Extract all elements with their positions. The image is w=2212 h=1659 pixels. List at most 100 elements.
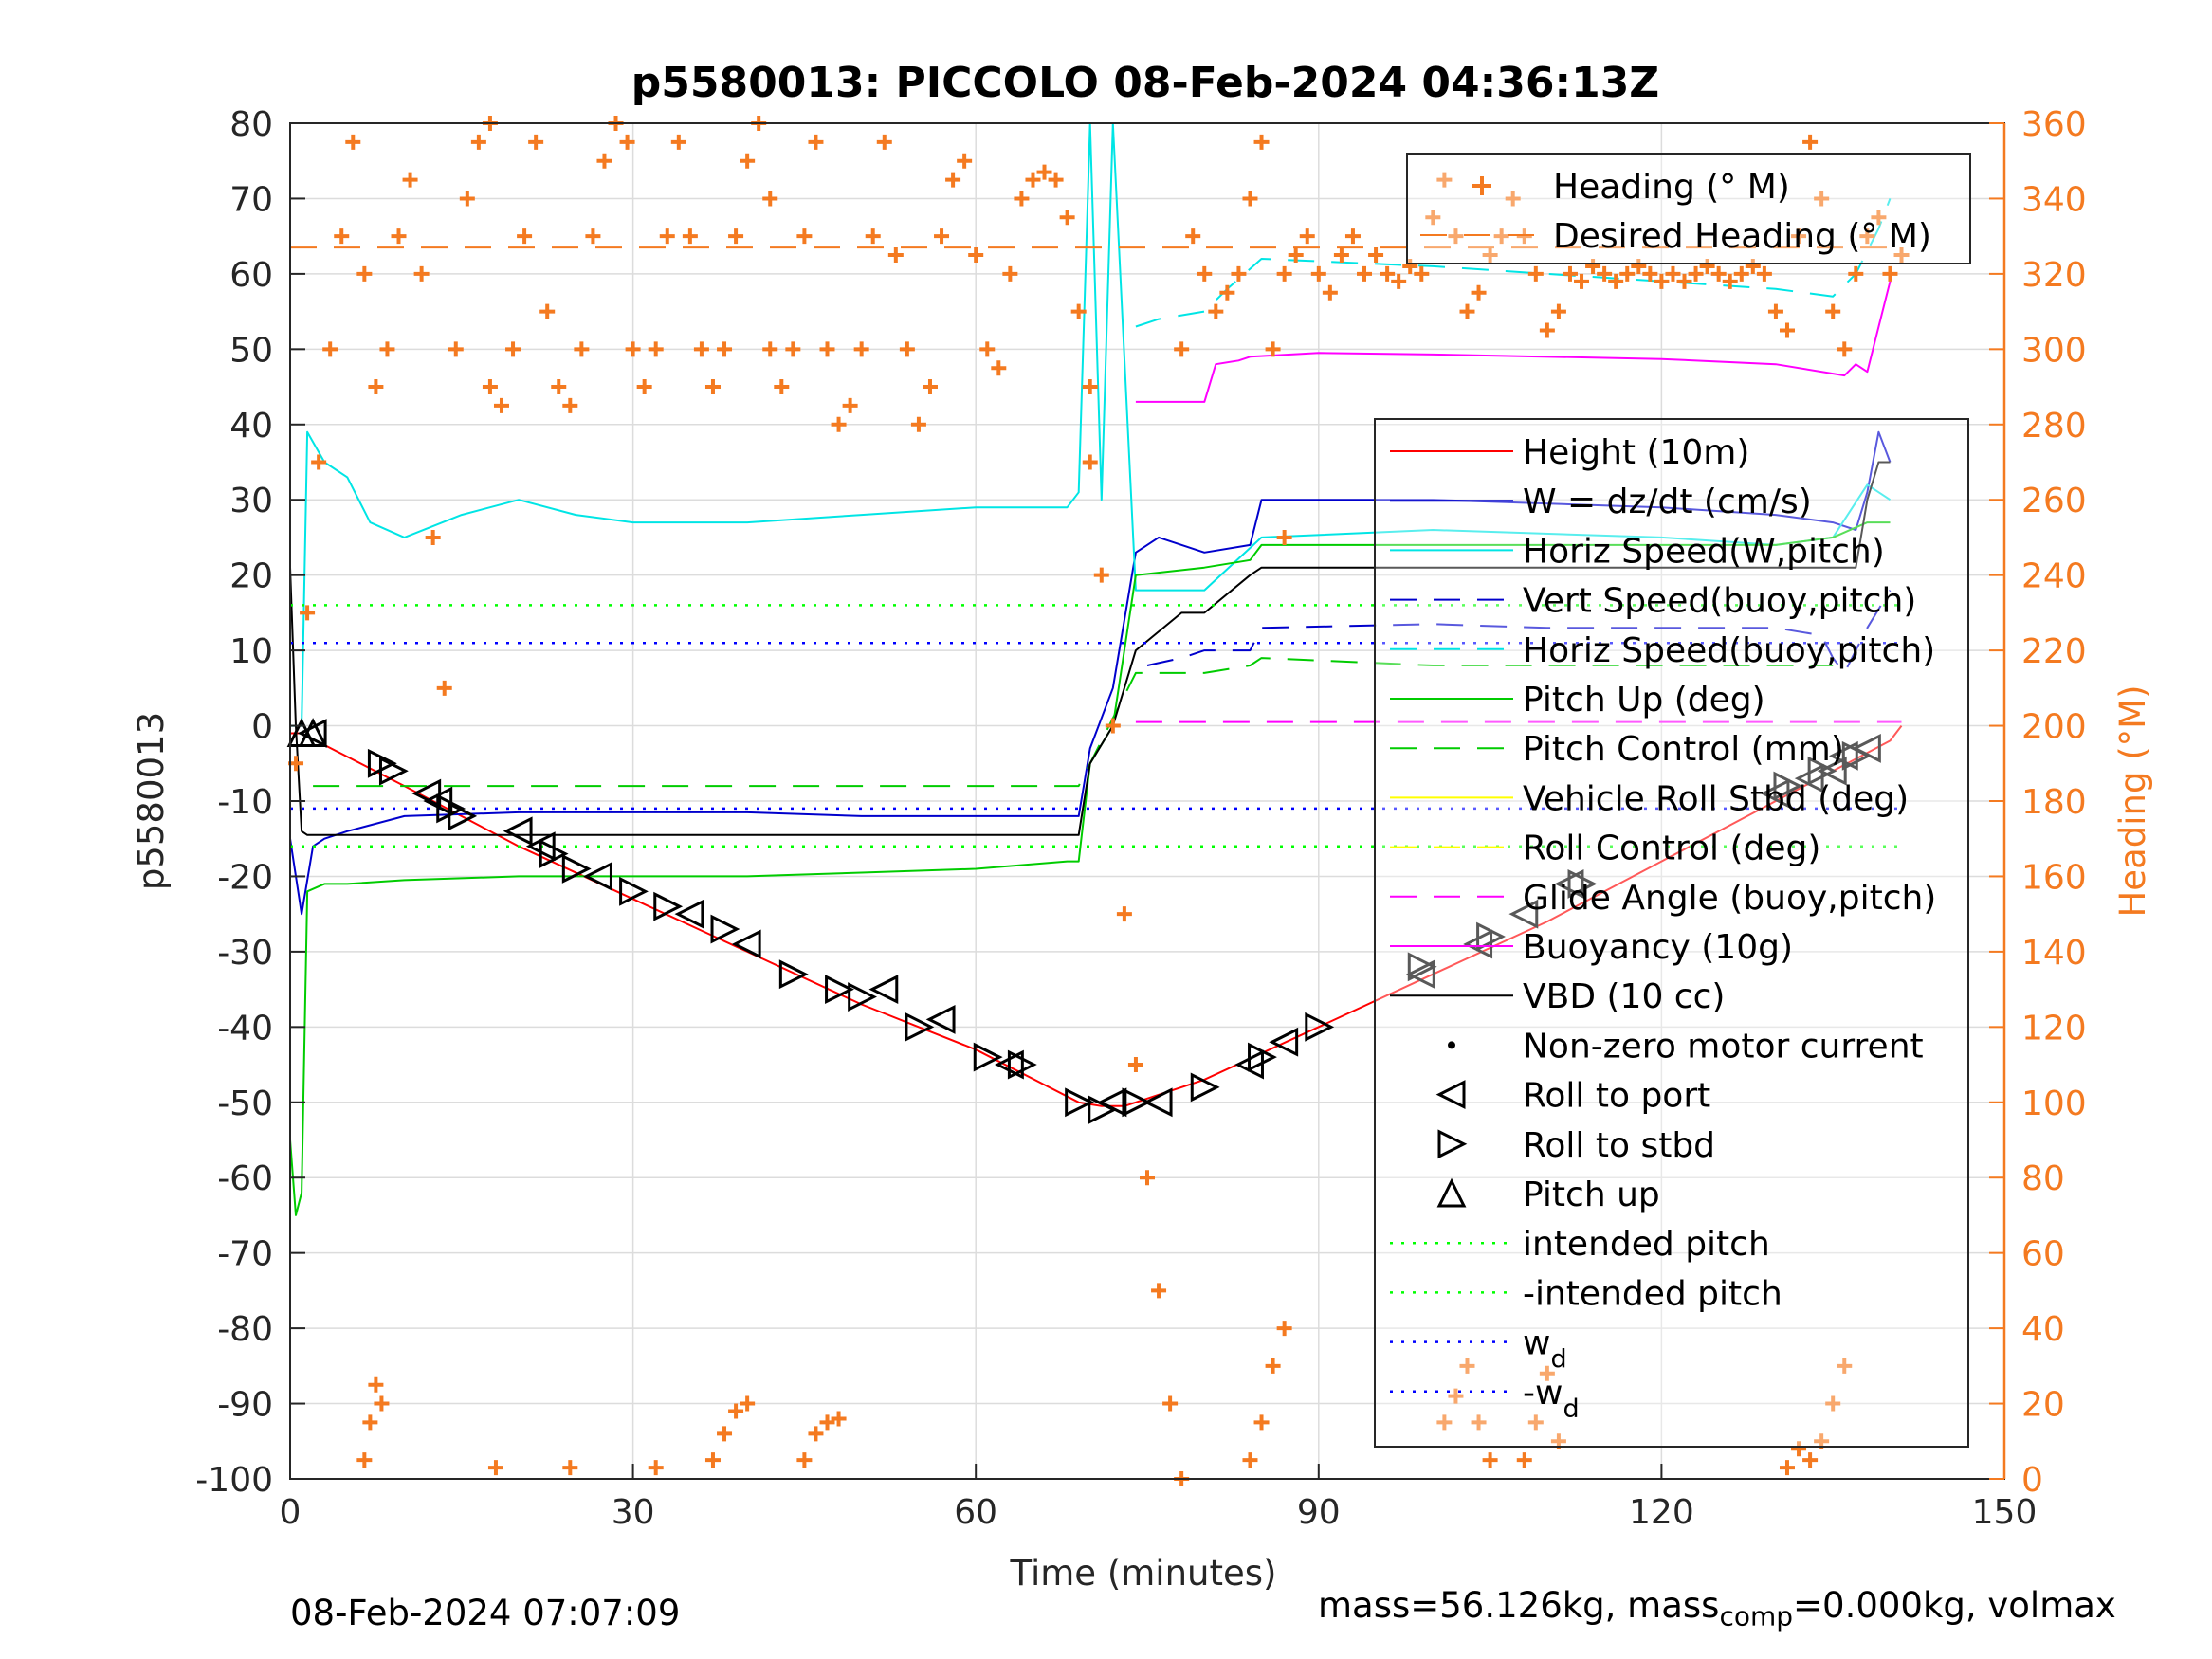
heading-point-3-12 [899,341,915,357]
legend-main-label-text-0: Height (10m) [1523,433,1749,472]
grid [289,122,2005,1480]
roll-stbd-marker-14 [1007,1049,1037,1080]
heading-point-3-10 [876,134,892,150]
heading-point-11-3 [1276,1321,1292,1337]
heading-point-3-5 [819,341,835,357]
roll-stbd-marker-24 [1773,771,1803,801]
heading-point-2-2 [648,341,664,357]
heading-point-3-1 [774,379,790,395]
heading-point-6-27 [1585,258,1601,274]
y-axis-label-left: p5580013 [131,712,172,890]
legend-main-label-text-15: Pitch up [1523,1176,1660,1214]
heading-point-6-52 [1871,210,1887,226]
legend-main-label-text-9: Glide Angle (buoy,pitch) [1523,879,1936,918]
footer-timestamp: 08-Feb-2024 07:07:09 [290,1593,681,1633]
heading-point-6-45 [1791,228,1807,245]
heading-point-2-6 [693,341,709,357]
legend-main-label-4: Horiz Speed(buoy,pitch) [1523,631,1935,670]
series-line-6 [313,657,1834,788]
heading-point-6-49 [1837,341,1853,357]
heading-point-0-16 [470,134,486,150]
y-left-tick-label-9: -10 [217,783,273,822]
heading-point-3-16 [945,172,961,188]
heading-point-9-2 [728,1403,744,1419]
roll-stbd-marker-4 [539,839,569,869]
heading-point-2-5 [682,228,698,245]
y-axis-label-right: Heading (°M) [2112,684,2153,917]
heading-point-6-42 [1756,265,1772,282]
legend-main-sample-14 [1437,1129,1468,1159]
heading-point-0-12 [425,529,441,545]
heading-point-5-5 [1231,265,1247,282]
roll-port-marker-0 [297,719,327,748]
heading-point-3-19 [979,341,996,357]
heading-point-3-2 [785,341,801,357]
legend-top-label-0: Heading (° M) [1553,168,1790,207]
heading-point-3-22 [1014,191,1030,207]
heading-point-6-16 [1459,303,1475,319]
heading-point-1-4 [528,134,544,150]
heading-point-6-29 [1608,273,1624,289]
heading-point-3-15 [934,228,950,245]
heading-point-6-39 [1722,273,1738,289]
y-right-tick-label-12: 120 [2021,1009,2087,1048]
heading-point-14-0 [1779,1460,1795,1476]
roll-stbd-marker-23 [1567,868,1598,899]
y-left-tick-label-5: 30 [229,482,273,520]
y-right-tick-label-8: 200 [2021,708,2087,747]
heading-point-14-4 [1825,1395,1841,1412]
roll-stbd-marker-9 [778,959,809,990]
chart-title: p5580013: PICCOLO 08-Feb-2024 04:36:13Z [631,59,1659,107]
roll-port-marker-21 [1817,756,1847,786]
heading-point-6-33 [1654,273,1670,289]
heading-point-11-2 [1265,1358,1281,1374]
y-right-tick-label-18: 0 [2021,1461,2043,1500]
heading-point-13-1 [1527,1414,1544,1431]
heading-point-6-41 [1745,258,1761,274]
heading-point-6-37 [1699,258,1715,274]
heading-point-6-34 [1665,265,1681,282]
heading-point-6-30 [1619,265,1636,282]
heading-point-2-9 [728,228,744,245]
heading-point-0-8 [379,341,395,357]
legend-main-label-text-12: Non-zero motor current [1523,1027,1924,1066]
heading-point-4-2 [1105,718,1121,734]
heading-point-0-1 [300,605,316,621]
heading-point-14-2 [1802,1452,1819,1468]
roll-stbd-marker-10 [825,975,854,1005]
roll-stbd-marker-21 [1407,952,1437,982]
heading-point-0-13 [436,680,452,696]
legend-main-label-2: Horiz Speed(W,pitch) [1523,532,1885,571]
series-line-9 [289,461,1891,836]
heading-point-13-0 [1516,1452,1532,1468]
y-right-tick-label-4: 280 [2021,407,2087,446]
y-left-tick-label-11: -30 [217,934,273,973]
heading-point-6-6 [1344,228,1361,245]
heading-point-5-0 [1174,341,1190,357]
legend-main-label-0: Height (10m) [1523,433,1749,472]
roll-stbd-marker-19 [1248,1042,1277,1072]
heading-point-1-5 [539,303,556,319]
heading-point-2-8 [717,341,733,357]
y-right-tick-label-0: 360 [2021,105,2087,144]
heading-point-3-21 [1002,265,1018,282]
heading-point-1-10 [596,153,612,169]
heading-point-2-4 [670,134,686,150]
heading-point-9-1 [717,1426,733,1442]
heading-point-6-25 [1562,265,1578,282]
heading-point-14-5 [1837,1358,1853,1374]
legend-main-label-6: Pitch Control (mm) [1523,730,1844,769]
heading-point-0-6 [356,265,373,282]
roll-stbd-marker-8 [710,914,740,944]
legend-main-label-15: Pitch up [1523,1176,1660,1214]
legend-top-sample-0 [1472,176,1491,195]
heading-point-5-2 [1197,265,1213,282]
heading-point-0-5 [345,134,361,150]
heading-point-6-17 [1471,284,1487,301]
heading-point-3-0 [762,341,778,357]
roll-stbd-marker-17 [1122,1087,1152,1118]
heading-point-1-7 [562,397,578,413]
heading-point-0-2 [311,454,327,470]
heading-point-6-12 [1414,265,1430,282]
heading-point-3-17 [957,153,973,169]
